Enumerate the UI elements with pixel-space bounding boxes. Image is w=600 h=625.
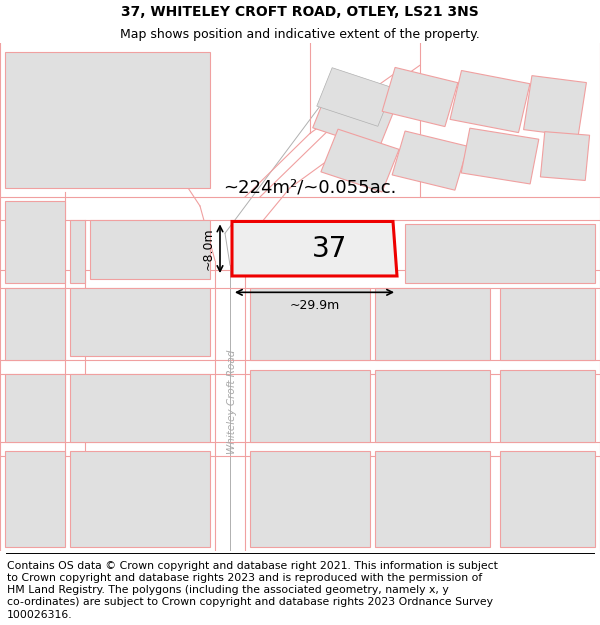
Polygon shape xyxy=(70,219,85,283)
Text: ~29.9m: ~29.9m xyxy=(289,299,340,311)
Text: 100026316.: 100026316. xyxy=(7,609,73,619)
Polygon shape xyxy=(5,451,65,547)
Polygon shape xyxy=(375,369,490,442)
Text: Contains OS data © Crown copyright and database right 2021. This information is : Contains OS data © Crown copyright and d… xyxy=(7,561,498,571)
Text: ~224m²/~0.055ac.: ~224m²/~0.055ac. xyxy=(223,179,397,197)
Polygon shape xyxy=(321,129,399,192)
Polygon shape xyxy=(313,81,397,149)
Text: 37, WHITELEY CROFT ROAD, OTLEY, LS21 3NS: 37, WHITELEY CROFT ROAD, OTLEY, LS21 3NS xyxy=(121,5,479,19)
Polygon shape xyxy=(250,288,370,361)
Polygon shape xyxy=(232,221,397,276)
Polygon shape xyxy=(382,68,458,127)
Text: co-ordinates) are subject to Crown copyright and database rights 2023 Ordnance S: co-ordinates) are subject to Crown copyr… xyxy=(7,598,493,608)
Text: to Crown copyright and database rights 2023 and is reproduced with the permissio: to Crown copyright and database rights 2… xyxy=(7,573,482,583)
Polygon shape xyxy=(450,71,530,132)
Text: Whiteley Croft Road: Whiteley Croft Road xyxy=(227,349,237,454)
Polygon shape xyxy=(392,131,468,190)
Text: 37: 37 xyxy=(312,235,347,262)
Polygon shape xyxy=(265,229,330,268)
Polygon shape xyxy=(5,52,210,188)
Polygon shape xyxy=(500,451,595,547)
Polygon shape xyxy=(317,68,393,126)
Polygon shape xyxy=(250,451,370,547)
Text: Map shows position and indicative extent of the property.: Map shows position and indicative extent… xyxy=(120,28,480,41)
Polygon shape xyxy=(500,288,595,361)
Polygon shape xyxy=(250,369,370,442)
Polygon shape xyxy=(375,288,490,361)
Polygon shape xyxy=(461,128,539,184)
Polygon shape xyxy=(90,219,210,279)
Text: ~8.0m: ~8.0m xyxy=(202,228,215,270)
Polygon shape xyxy=(70,288,210,356)
Polygon shape xyxy=(524,76,586,136)
Polygon shape xyxy=(5,288,65,361)
Polygon shape xyxy=(70,374,210,442)
Text: HM Land Registry. The polygons (including the associated geometry, namely x, y: HM Land Registry. The polygons (includin… xyxy=(7,585,449,595)
Polygon shape xyxy=(5,201,65,283)
Polygon shape xyxy=(500,369,595,442)
Polygon shape xyxy=(70,451,210,547)
Polygon shape xyxy=(405,224,595,283)
Polygon shape xyxy=(5,374,65,442)
Polygon shape xyxy=(375,451,490,547)
Polygon shape xyxy=(541,132,590,181)
